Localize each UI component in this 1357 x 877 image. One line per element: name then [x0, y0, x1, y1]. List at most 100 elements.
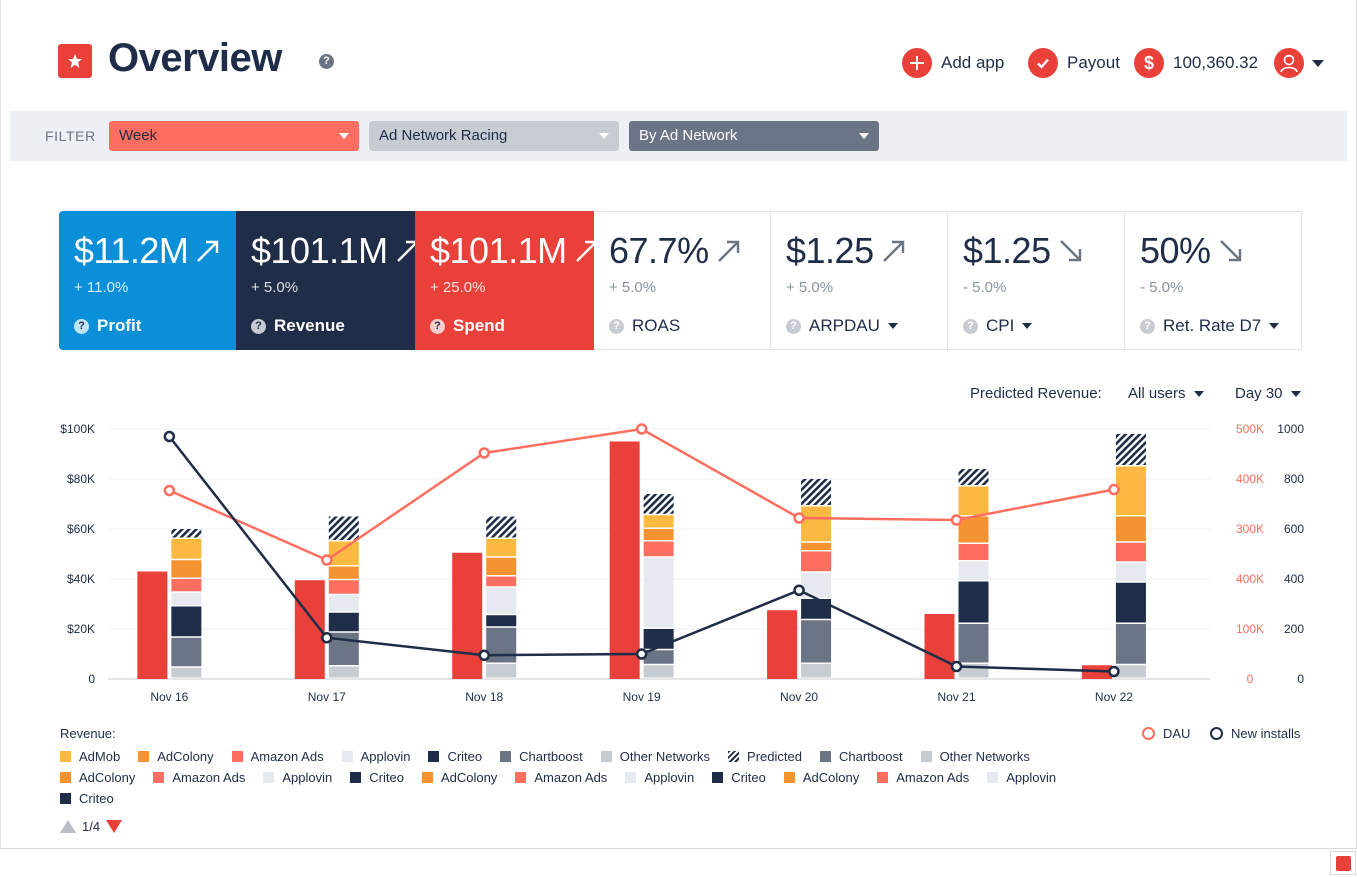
y-axis-tick-label: $100K	[60, 422, 95, 436]
help-icon[interactable]: ?	[430, 318, 445, 334]
installs-point	[950, 660, 963, 673]
grouping-select[interactable]: By Ad Network	[629, 121, 879, 151]
legend-item[interactable]: AdColony	[421, 767, 497, 788]
kpi-label: Profit	[97, 316, 142, 335]
legend-item[interactable]: Amazon Ads	[231, 746, 324, 767]
chevron-down-icon[interactable]	[887, 323, 898, 329]
installs-marker-icon	[1210, 727, 1223, 740]
legend-item[interactable]: AdColony	[138, 746, 214, 767]
revenue-segment	[328, 566, 359, 579]
kpi-value: $101.1M	[430, 230, 567, 271]
legend-item[interactable]: Chartboost	[500, 746, 583, 767]
legend-installs-label: New installs	[1231, 726, 1301, 741]
legend-item[interactable]: Amazon Ads	[515, 767, 607, 788]
legend-swatch	[421, 772, 433, 783]
revenue-segment	[643, 665, 674, 678]
chevron-down-icon[interactable]	[1022, 323, 1033, 329]
add-app-button[interactable]: Add app	[902, 47, 1004, 79]
legend-item[interactable]: Chartboost	[819, 746, 903, 767]
period-select-value: Week	[119, 127, 158, 144]
revenue-segment	[171, 592, 202, 605]
balance-display[interactable]: $ 100,360.32	[1134, 47, 1258, 79]
revenue-segment	[486, 576, 517, 587]
page-down-icon[interactable]	[106, 820, 123, 833]
legend-swatch	[600, 751, 612, 762]
legend-item[interactable]: Amazon Ads	[877, 767, 969, 788]
kpi-card-revenue[interactable]: $101.1M + 5.0%? Revenue	[236, 211, 418, 350]
legend-item[interactable]: Applovin	[987, 767, 1056, 788]
legend-item[interactable]: Applovin	[341, 746, 410, 767]
revenue-segment	[171, 560, 202, 578]
x-axis-tick-label: Nov 18	[465, 690, 503, 704]
revenue-segment	[328, 612, 359, 632]
kpi-card-profit[interactable]: $11.2M + 11.0%? Profit	[59, 211, 236, 350]
revenue-segment	[958, 544, 989, 560]
revenue-segment	[1115, 466, 1146, 515]
legend-item[interactable]: Predicted	[728, 746, 802, 767]
legend-item[interactable]: Other Networks	[920, 746, 1030, 767]
user-menu[interactable]	[1274, 47, 1324, 79]
add-app-label: Add app	[941, 53, 1005, 72]
legend-item[interactable]: Applovin	[263, 767, 332, 788]
legend-swatch	[515, 772, 527, 783]
legend-swatch	[428, 751, 440, 762]
legend-item[interactable]: AdMob	[60, 746, 120, 767]
installs-point	[1108, 665, 1120, 678]
help-icon[interactable]: ?	[609, 318, 624, 334]
page-up-icon[interactable]	[60, 820, 76, 833]
period-select[interactable]: Week	[109, 121, 359, 151]
legend-item[interactable]: Criteo	[712, 767, 766, 788]
kpi-label: ARPDAU	[809, 316, 880, 335]
kpi-card-cpi[interactable]: $1.25 - 5.0%? CPI	[948, 211, 1125, 350]
dau-axis-tick-label: 400K	[1236, 572, 1264, 586]
help-icon[interactable]: ?	[786, 318, 801, 334]
revenue-segment	[1115, 434, 1146, 465]
help-icon[interactable]: ?	[319, 54, 334, 69]
kpi-card-arpdau[interactable]: $1.25 + 5.0%? ARPDAU	[771, 211, 948, 350]
game-select[interactable]: Ad Network Racing	[369, 121, 619, 151]
legend-dau[interactable]: DAU	[1142, 726, 1190, 741]
users-select-value: All users	[1128, 385, 1186, 402]
revenue-segment	[958, 581, 989, 623]
legend-item[interactable]: Criteo	[60, 788, 114, 809]
help-icon[interactable]: ?	[963, 318, 978, 334]
kpi-value: 50%	[1140, 230, 1211, 271]
kpi-card-ret-rate-d7[interactable]: 50% - 5.0%? Ret. Rate D7	[1125, 211, 1302, 350]
payout-button[interactable]: Payout	[1028, 47, 1120, 79]
legend-item[interactable]: AdColony	[783, 767, 859, 788]
legend-label: AdMob	[79, 749, 121, 764]
legend-item[interactable]: Criteo	[350, 767, 404, 788]
legend-new-installs[interactable]: New installs	[1210, 726, 1300, 741]
revenue-segment	[486, 627, 517, 663]
legend-item[interactable]: Amazon Ads	[153, 767, 245, 788]
kpi-card-roas[interactable]: 67.7% + 5.0%? ROAS	[594, 211, 771, 350]
chevron-down-icon[interactable]	[1269, 323, 1280, 329]
legend-label: Amazon Ads	[896, 770, 970, 785]
revenue-segment	[1115, 516, 1146, 542]
installs-point	[793, 584, 805, 596]
grouping-select-value: By Ad Network	[639, 127, 738, 144]
help-icon[interactable]: ?	[251, 318, 266, 334]
day-select[interactable]: Day 30	[1235, 385, 1301, 402]
kpi-change: + 25.0%	[430, 279, 486, 296]
legend-item[interactable]: Criteo	[428, 746, 482, 767]
kpi-card-spend[interactable]: $101.1M + 25.0%? Spend	[415, 211, 597, 350]
installs-axis-tick-label: 0	[1297, 672, 1304, 686]
app-logo-icon[interactable]	[58, 44, 92, 78]
users-select[interactable]: All users	[1128, 385, 1204, 402]
revenue-segment	[958, 624, 989, 663]
kpi-label-row: ? CPI	[963, 316, 1033, 336]
legend-swatch	[819, 751, 831, 762]
help-icon[interactable]: ?	[74, 318, 89, 334]
revenue-segment	[958, 561, 989, 580]
legend-swatch	[877, 772, 889, 783]
legend-item[interactable]: Applovin	[625, 767, 694, 788]
help-icon[interactable]: ?	[1140, 318, 1155, 334]
kpi-value: $101.1M	[251, 230, 388, 271]
revenue-segment	[801, 551, 832, 572]
legend-item[interactable]: AdColony	[60, 767, 135, 788]
corner-logo-icon[interactable]	[1330, 851, 1356, 875]
legend-item[interactable]: Other Networks	[600, 746, 710, 767]
legend-label: Amazon Ads	[172, 770, 246, 785]
dau-point	[163, 484, 176, 497]
